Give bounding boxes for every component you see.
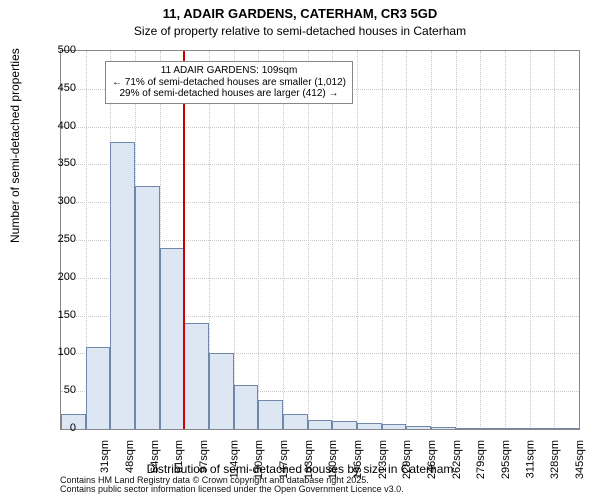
histogram-bar [505, 428, 530, 429]
ytick-label: 300 [36, 195, 76, 207]
histogram-bar [184, 323, 209, 429]
annotation-line: ← 71% of semi-detached houses are smalle… [112, 77, 346, 89]
xtick-label: 229sqm [401, 440, 413, 479]
xtick-label: 345sqm [574, 440, 586, 479]
xtick-label: 130sqm [253, 440, 265, 479]
ytick-label: 50 [36, 384, 76, 396]
ytick-label: 100 [36, 346, 76, 358]
gridline-v [530, 51, 531, 429]
xtick-label: 196sqm [352, 440, 364, 479]
gridline-h [61, 127, 579, 128]
gridline-v [357, 51, 358, 429]
xtick-label: 279sqm [475, 440, 487, 479]
histogram-bar [530, 428, 555, 429]
ytick-label: 200 [36, 271, 76, 283]
property-marker-line [183, 51, 185, 429]
annotation-line: 11 ADAIR GARDENS: 109sqm [112, 65, 346, 77]
gridline-v [554, 51, 555, 429]
footnote-line: Contains public sector information licen… [60, 485, 404, 494]
ytick-label: 500 [36, 44, 76, 56]
histogram-bar [456, 428, 481, 430]
histogram-bar [382, 424, 407, 429]
histogram-bar [135, 186, 160, 429]
chart-title: 11, ADAIR GARDENS, CATERHAM, CR3 5GD [0, 6, 600, 21]
xtick-label: 147sqm [278, 440, 290, 479]
histogram-bar [406, 426, 431, 429]
xtick-label: 262sqm [451, 440, 463, 479]
histogram-bar [209, 353, 234, 429]
gridline-v [283, 51, 284, 429]
y-axis-label: Number of semi-detached properties [8, 48, 22, 243]
histogram-bar [110, 142, 135, 429]
annotation-box: 11 ADAIR GARDENS: 109sqm← 71% of semi-de… [105, 61, 353, 104]
chart-subtitle: Size of property relative to semi-detach… [0, 24, 600, 38]
histogram-bar [431, 427, 456, 429]
histogram-bar [258, 400, 283, 429]
xtick-label: 180sqm [327, 440, 339, 479]
histogram-bar [480, 428, 505, 430]
annotation-line: 29% of semi-detached houses are larger (… [112, 88, 346, 100]
xtick-label: 64sqm [149, 440, 161, 473]
ytick-label: 0 [36, 422, 76, 434]
gridline-v [308, 51, 309, 429]
histogram-bar [308, 420, 333, 429]
ytick-label: 450 [36, 82, 76, 94]
xtick-label: 81sqm [173, 440, 185, 473]
histogram-bar [332, 421, 357, 429]
gridline-v [505, 51, 506, 429]
xtick-label: 163sqm [303, 440, 315, 479]
histogram-bar [357, 423, 382, 429]
chart-root: 11, ADAIR GARDENS, CATERHAM, CR3 5GD Siz… [0, 0, 600, 500]
gridline-v [406, 51, 407, 429]
ytick-label: 250 [36, 233, 76, 245]
xtick-label: 97sqm [198, 440, 210, 473]
gridline-h [61, 164, 579, 165]
plot-area: 11 ADAIR GARDENS: 109sqm← 71% of semi-de… [60, 50, 580, 430]
xtick-label: 328sqm [549, 440, 561, 479]
ytick-label: 350 [36, 157, 76, 169]
gridline-v [431, 51, 432, 429]
histogram-bar [554, 428, 579, 429]
gridline-v [258, 51, 259, 429]
xtick-label: 295sqm [500, 440, 512, 479]
gridline-v [456, 51, 457, 429]
ytick-label: 150 [36, 309, 76, 321]
gridline-v [480, 51, 481, 429]
xtick-label: 213sqm [377, 440, 389, 479]
histogram-bar [160, 248, 185, 429]
xtick-label: 311sqm [524, 440, 536, 478]
xtick-label: 246sqm [426, 440, 438, 479]
gridline-v [234, 51, 235, 429]
histogram-bar [234, 385, 259, 429]
histogram-bar [283, 414, 308, 429]
ytick-label: 400 [36, 120, 76, 132]
xtick-label: 48sqm [124, 440, 136, 473]
histogram-bar [86, 347, 111, 429]
xtick-label: 31sqm [99, 440, 111, 473]
gridline-v [382, 51, 383, 429]
gridline-v [332, 51, 333, 429]
xtick-label: 114sqm [228, 440, 240, 478]
